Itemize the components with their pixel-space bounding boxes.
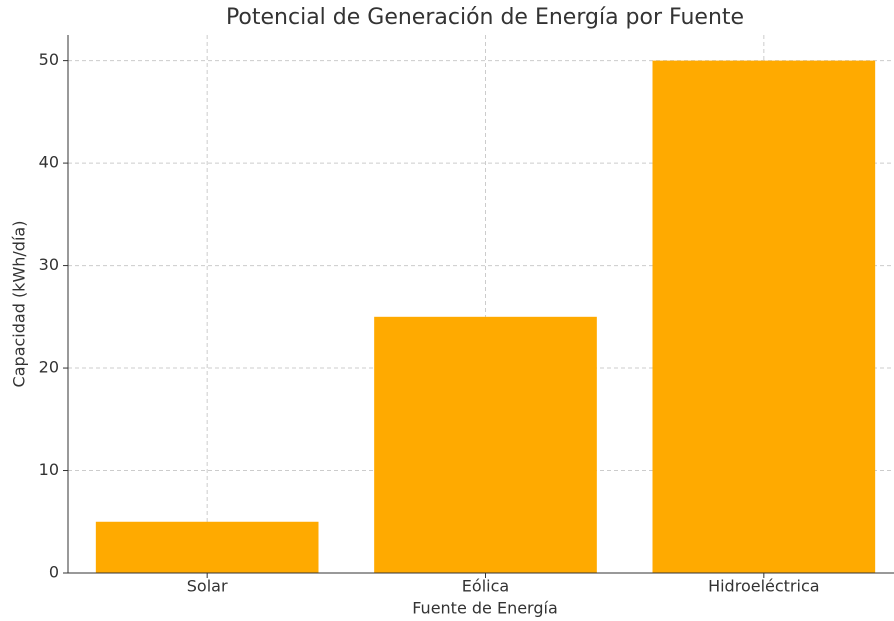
x-axis-label: Fuente de Energía — [412, 599, 558, 618]
y-tick-label: 40 — [39, 153, 59, 172]
x-tick-label: Eólica — [462, 577, 509, 596]
bar — [374, 316, 597, 573]
y-tick-label: 30 — [39, 255, 59, 274]
bar — [652, 60, 876, 574]
y-tick-label: 20 — [39, 358, 59, 377]
y-tick-label: 50 — [39, 50, 59, 69]
x-tick-label: Hidroeléctrica — [708, 577, 819, 596]
y-tick-label: 10 — [39, 460, 59, 479]
chart-title: Potencial de Generación de Energía por F… — [226, 5, 744, 30]
y-axis-label: Capacidad (kWh/día) — [10, 221, 29, 388]
bar — [95, 521, 319, 573]
x-tick-label: Solar — [187, 577, 228, 596]
y-tick-label: 0 — [49, 563, 59, 582]
